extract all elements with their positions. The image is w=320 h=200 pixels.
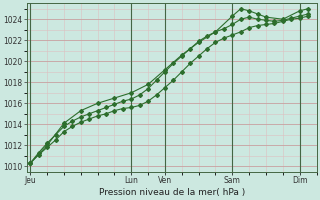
X-axis label: Pression niveau de la mer( hPa ): Pression niveau de la mer( hPa ) [99,188,245,197]
